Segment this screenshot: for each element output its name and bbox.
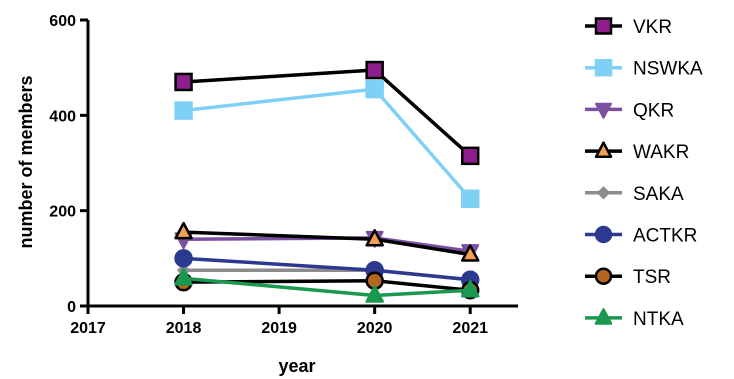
data-point-actkr bbox=[174, 249, 193, 268]
series-layer bbox=[174, 60, 480, 303]
legend-marker-tsr bbox=[594, 267, 613, 285]
legend-label-ntka: NTKA bbox=[633, 309, 684, 330]
x-tick-label: 2020 bbox=[357, 320, 393, 337]
x-tick-label: 2021 bbox=[452, 320, 488, 337]
legend-item-tsr: TSR bbox=[585, 267, 671, 288]
series-line-vkr bbox=[183, 68, 472, 158]
y-tick-label: 400 bbox=[49, 108, 76, 125]
data-point-vkr bbox=[460, 146, 480, 166]
series-line-wakr bbox=[183, 230, 471, 257]
legend-label-tsr: TSR bbox=[633, 267, 671, 288]
legend-item-wakr: WAKR bbox=[585, 141, 689, 163]
y-tick-label: 0 bbox=[67, 299, 76, 316]
data-point-ntka bbox=[460, 280, 480, 298]
series-wakr bbox=[174, 221, 480, 262]
x-tick-label: 2018 bbox=[166, 320, 202, 337]
legend-label-wakr: WAKR bbox=[633, 142, 689, 163]
legend-label-saka: SAKA bbox=[633, 184, 684, 205]
legend-item-nswka: NSWKA bbox=[585, 59, 703, 80]
legend-item-saka: SAKA bbox=[585, 184, 684, 205]
y-tick-label: 200 bbox=[49, 204, 76, 221]
legend-label-qkr: QKR bbox=[633, 100, 674, 121]
data-point-vkr bbox=[365, 60, 384, 80]
data-point-vkr bbox=[174, 72, 193, 92]
legend-marker-vkr bbox=[594, 17, 613, 35]
legend-marker-actkr bbox=[594, 225, 613, 244]
data-point-wakr bbox=[174, 221, 193, 240]
data-point-nswka bbox=[460, 189, 480, 208]
axes: 0 200 400 600 2017 2018 2019 2020 2021 bbox=[49, 13, 518, 337]
x-axis-title: year bbox=[278, 356, 315, 376]
legend-item-qkr: QKR bbox=[585, 100, 674, 121]
data-point-nswka bbox=[174, 101, 193, 120]
series-line-nswka bbox=[183, 87, 472, 200]
legend: VKR NSWKA QKR WAKR SAKA ACTKR TSR NTKA bbox=[585, 17, 703, 330]
series-vkr bbox=[174, 60, 480, 166]
legend-marker-ntka bbox=[594, 308, 613, 325]
data-point-ntka bbox=[365, 285, 384, 303]
legend-marker-saka bbox=[596, 186, 611, 200]
legend-label-nswka: NSWKA bbox=[633, 59, 703, 80]
legend-marker-nswka bbox=[594, 58, 613, 77]
data-point-nswka bbox=[365, 79, 384, 99]
legend-item-ntka: NTKA bbox=[585, 308, 684, 330]
x-tick-label: 2019 bbox=[261, 320, 297, 337]
data-point-wakr bbox=[460, 244, 480, 262]
data-point-wakr bbox=[365, 229, 384, 247]
x-tick-label: 2017 bbox=[70, 320, 106, 337]
legend-item-vkr: VKR bbox=[585, 17, 672, 38]
series-nswka bbox=[174, 79, 480, 208]
legend-label-actkr: ACTKR bbox=[633, 226, 697, 247]
legend-item-actkr: ACTKR bbox=[585, 226, 697, 247]
legend-marker-wakr bbox=[594, 141, 613, 158]
y-axis-title: number of members bbox=[16, 75, 36, 248]
data-point-ntka bbox=[174, 268, 193, 286]
y-tick-label: 600 bbox=[49, 13, 76, 30]
series-ntka bbox=[174, 268, 480, 303]
legend-marker-qkr bbox=[595, 102, 612, 119]
legend-label-vkr: VKR bbox=[633, 17, 672, 38]
